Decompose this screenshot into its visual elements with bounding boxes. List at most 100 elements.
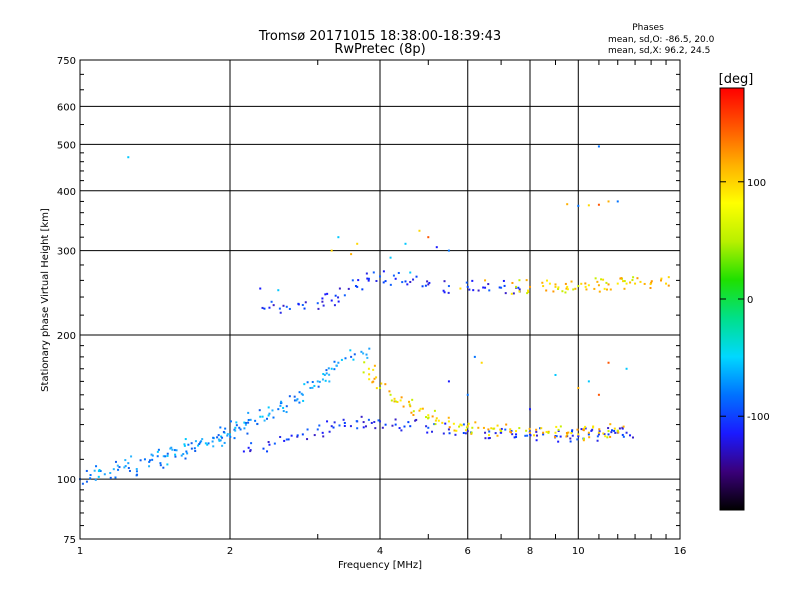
data-point <box>151 458 154 461</box>
data-point <box>379 275 381 278</box>
data-point <box>533 434 536 437</box>
data-point <box>321 378 324 381</box>
data-point <box>258 409 261 412</box>
data-point <box>304 301 307 304</box>
data-point <box>528 427 531 430</box>
data-point <box>98 468 101 471</box>
data-point <box>587 433 590 436</box>
x-tick-label: 10 <box>572 546 585 557</box>
y-tick-label: 100 <box>57 475 76 486</box>
data-point <box>367 277 370 280</box>
data-point <box>565 435 568 438</box>
data-point <box>404 280 407 283</box>
data-point <box>447 428 450 431</box>
data-point <box>443 291 446 294</box>
data-point <box>330 367 333 370</box>
data-point <box>234 426 237 429</box>
data-point <box>444 422 447 425</box>
data-point <box>629 434 632 437</box>
data-point <box>415 418 418 421</box>
data-point <box>143 458 146 461</box>
data-point <box>372 368 375 371</box>
data-point <box>410 411 413 414</box>
y-tick-label: 200 <box>57 331 76 342</box>
data-point <box>379 386 381 389</box>
data-point <box>425 425 428 428</box>
data-point <box>226 434 229 437</box>
data-point <box>197 444 200 447</box>
data-point <box>349 425 352 428</box>
data-point <box>414 419 417 422</box>
data-point <box>584 425 587 428</box>
data-point <box>602 432 605 435</box>
data-point <box>447 380 450 383</box>
data-point <box>245 422 248 425</box>
data-point <box>157 448 160 451</box>
data-point <box>566 433 569 436</box>
data-points <box>79 145 670 485</box>
data-point <box>206 443 209 446</box>
data-point <box>484 431 487 434</box>
data-point <box>201 438 204 441</box>
data-point <box>431 415 434 418</box>
data-point <box>604 435 607 438</box>
data-point <box>204 442 207 445</box>
data-point <box>333 304 336 307</box>
data-point <box>117 468 120 471</box>
data-point <box>447 416 450 419</box>
data-point <box>166 452 169 455</box>
data-point <box>566 288 569 291</box>
data-point <box>290 434 293 437</box>
y-tick-label: 600 <box>57 102 76 113</box>
data-point <box>411 398 414 401</box>
data-point <box>557 286 560 289</box>
data-point <box>447 285 450 288</box>
data-point <box>219 426 222 429</box>
data-point <box>199 441 202 444</box>
data-point <box>186 452 189 455</box>
data-point <box>187 443 190 446</box>
data-point <box>372 380 375 383</box>
data-point <box>554 373 557 376</box>
data-point <box>332 426 335 429</box>
data-point <box>434 423 437 426</box>
data-point <box>198 443 201 446</box>
data-point <box>112 468 115 471</box>
data-point <box>365 272 368 275</box>
data-point <box>515 435 518 438</box>
data-point <box>621 426 624 429</box>
data-point <box>190 447 193 450</box>
data-point <box>426 431 429 434</box>
data-point <box>459 423 462 426</box>
data-point <box>247 419 250 422</box>
data-point <box>427 283 430 286</box>
data-point <box>224 427 227 430</box>
data-point <box>613 427 616 430</box>
data-point <box>415 275 418 278</box>
data-point <box>325 369 328 372</box>
data-point <box>515 285 518 288</box>
data-point <box>353 353 356 356</box>
data-point <box>584 427 587 430</box>
data-point <box>616 200 619 203</box>
data-point <box>273 442 276 445</box>
data-point <box>400 396 403 399</box>
data-point <box>326 292 329 295</box>
data-point <box>159 462 162 465</box>
data-point <box>433 409 436 412</box>
data-point <box>545 430 548 433</box>
data-point <box>243 427 246 430</box>
data-point <box>566 203 569 206</box>
data-point <box>490 427 493 430</box>
data-point <box>510 429 513 432</box>
data-point <box>277 408 280 411</box>
data-point <box>552 290 555 293</box>
data-point <box>393 400 396 403</box>
data-point <box>268 443 271 446</box>
data-point <box>526 292 529 295</box>
data-point <box>471 279 474 282</box>
data-point <box>212 445 215 448</box>
data-point <box>407 400 410 403</box>
data-point <box>442 432 445 435</box>
data-point <box>535 439 538 442</box>
